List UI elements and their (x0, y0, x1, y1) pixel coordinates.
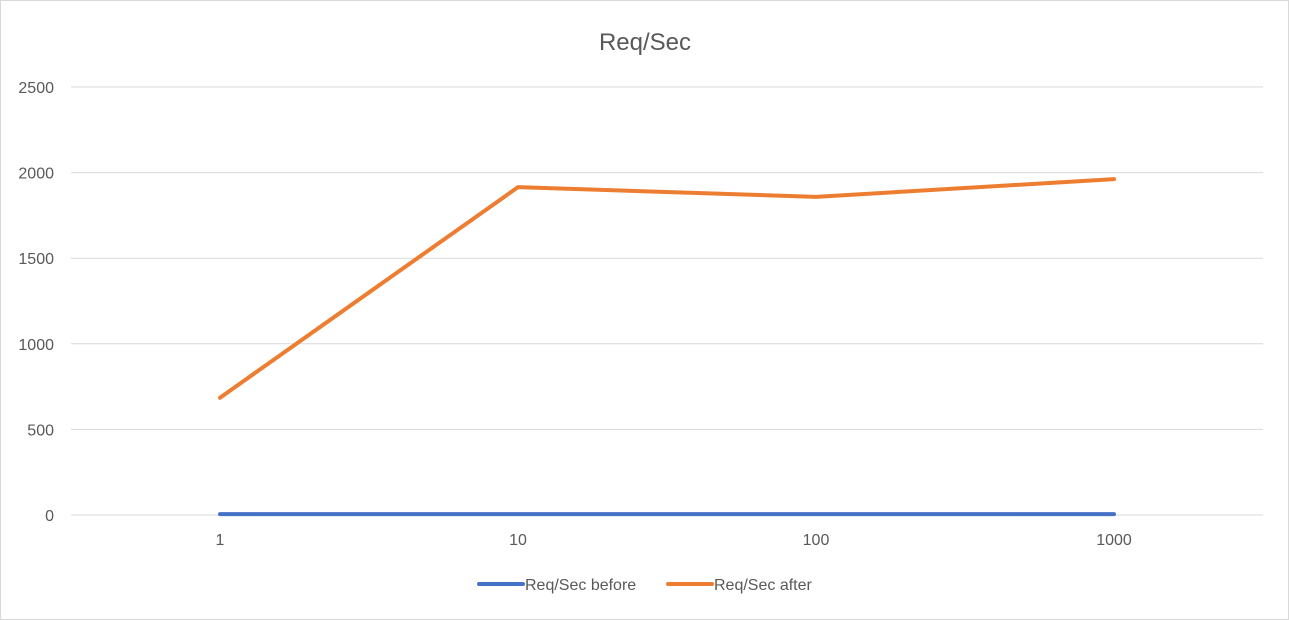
y-axis-tick-labels: 0 500 1000 1500 2000 2500 (18, 80, 54, 525)
legend-label-before: Req/Sec before (525, 577, 636, 594)
y-tick-label: 1500 (18, 251, 54, 268)
gridlines (71, 86, 1263, 516)
y-tick-label: 2500 (18, 80, 54, 97)
chart-title: Req/Sec (599, 29, 691, 56)
y-tick-label: 2000 (18, 166, 54, 183)
x-tick-label: 100 (803, 532, 830, 549)
y-tick-label: 500 (27, 422, 54, 439)
legend-label-after: Req/Sec after (714, 577, 813, 594)
series-line-after (218, 177, 1116, 400)
y-tick-label: 1000 (18, 337, 54, 354)
x-tick-label: 1000 (1096, 532, 1132, 549)
x-tick-label: 1 (216, 532, 225, 549)
y-tick-label: 0 (45, 508, 54, 525)
legend: Req/Sec before Req/Sec after (477, 577, 813, 594)
series-lines (218, 177, 1116, 517)
x-tick-label: 10 (509, 532, 527, 549)
x-axis-tick-labels: 1 10 100 1000 (216, 532, 1132, 549)
